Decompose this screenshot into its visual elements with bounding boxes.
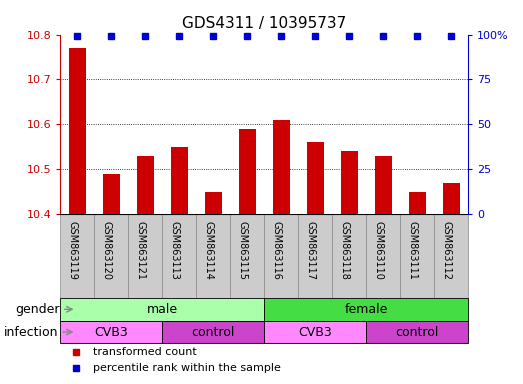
- Bar: [196, 214, 230, 298]
- Bar: [340, 151, 358, 214]
- Bar: [60, 298, 264, 321]
- Bar: [69, 48, 86, 214]
- Bar: [204, 192, 222, 214]
- Text: percentile rank within the sample: percentile rank within the sample: [93, 363, 281, 373]
- Text: GSM863112: GSM863112: [441, 221, 451, 280]
- Text: GSM863117: GSM863117: [305, 221, 315, 280]
- Bar: [298, 214, 332, 298]
- Bar: [128, 214, 162, 298]
- Bar: [60, 321, 162, 343]
- Bar: [272, 120, 290, 214]
- Bar: [170, 147, 188, 214]
- Text: control: control: [191, 326, 235, 339]
- Text: GSM863119: GSM863119: [67, 221, 77, 280]
- Bar: [230, 214, 264, 298]
- Text: GSM863116: GSM863116: [271, 221, 281, 280]
- Bar: [332, 214, 366, 298]
- Text: GSM863120: GSM863120: [101, 221, 111, 280]
- Bar: [374, 156, 392, 214]
- Text: transformed count: transformed count: [93, 347, 197, 357]
- Text: GSM863113: GSM863113: [169, 221, 179, 280]
- Text: GSM863110: GSM863110: [373, 221, 383, 280]
- Text: control: control: [395, 326, 439, 339]
- Bar: [264, 214, 298, 298]
- Bar: [400, 214, 434, 298]
- Bar: [306, 142, 324, 214]
- Text: CVB3: CVB3: [298, 326, 332, 339]
- Bar: [162, 214, 196, 298]
- Bar: [442, 183, 460, 214]
- Bar: [60, 214, 94, 298]
- Bar: [238, 129, 256, 214]
- Bar: [264, 298, 468, 321]
- Text: GSM863118: GSM863118: [339, 221, 349, 280]
- Bar: [162, 321, 264, 343]
- Text: GSM863111: GSM863111: [407, 221, 417, 280]
- Bar: [94, 214, 128, 298]
- Title: GDS4311 / 10395737: GDS4311 / 10395737: [182, 16, 346, 31]
- Bar: [366, 214, 400, 298]
- Text: GSM863121: GSM863121: [135, 221, 145, 280]
- Text: female: female: [345, 303, 388, 316]
- Text: infection: infection: [4, 326, 59, 339]
- Bar: [408, 192, 426, 214]
- Bar: [264, 321, 366, 343]
- Bar: [137, 156, 154, 214]
- Text: GSM863115: GSM863115: [237, 221, 247, 280]
- Bar: [434, 214, 468, 298]
- Text: gender: gender: [16, 303, 60, 316]
- Bar: [366, 321, 468, 343]
- Text: CVB3: CVB3: [94, 326, 128, 339]
- Text: male: male: [146, 303, 178, 316]
- Bar: [103, 174, 120, 214]
- Text: GSM863114: GSM863114: [203, 221, 213, 280]
